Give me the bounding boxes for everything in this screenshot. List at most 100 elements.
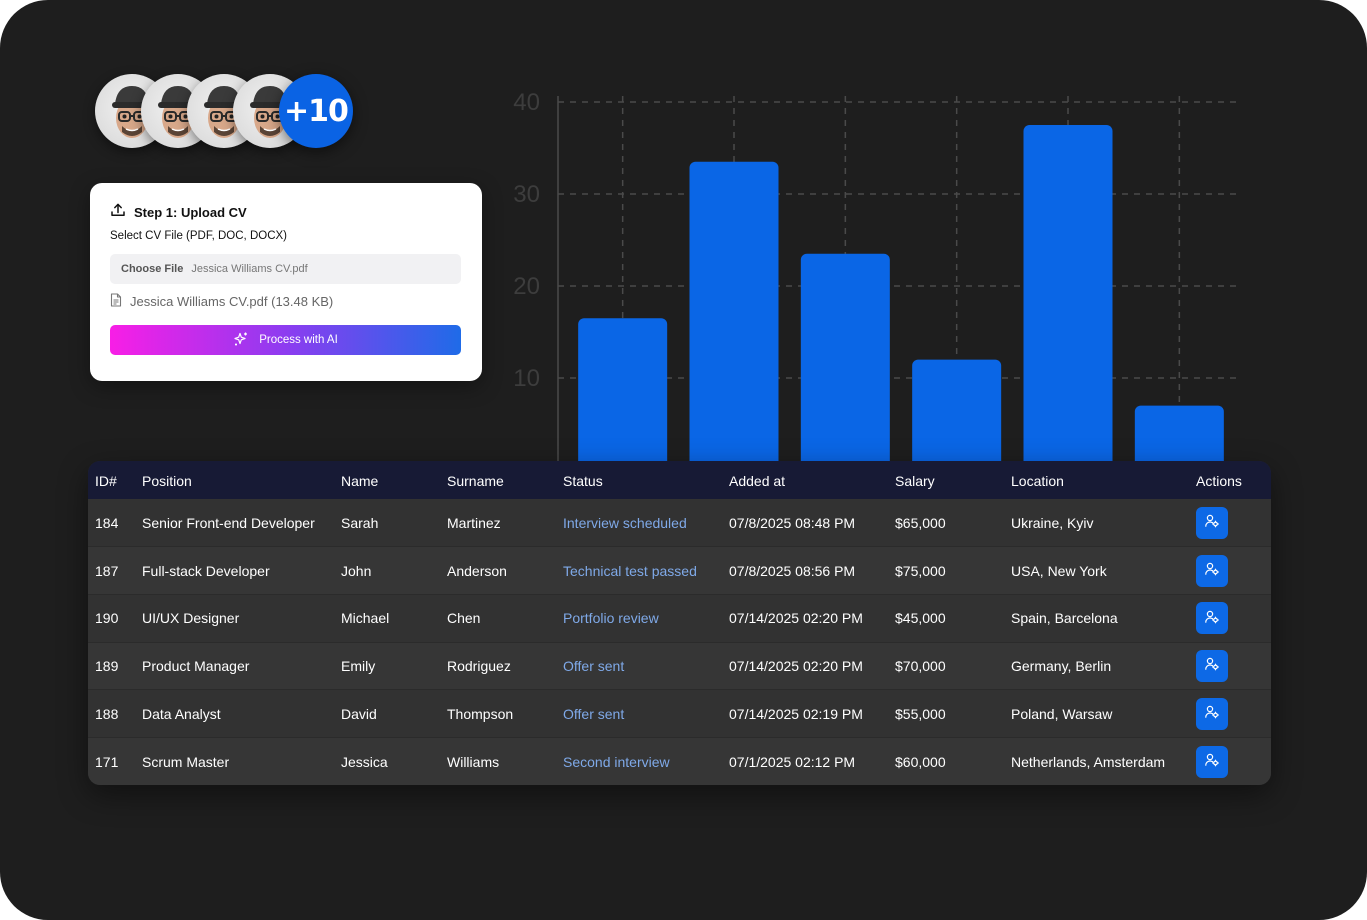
cell-location: Ukraine, Kyiv: [1011, 514, 1094, 531]
cell-position: Scrum Master: [142, 736, 341, 785]
cell-status: Interview scheduled: [563, 514, 687, 531]
bar: [800, 253, 890, 488]
table-row: 190 UI/UX Designer Michael Chen Portfolio re…: [88, 593, 1271, 643]
y-tick-label: 40: [513, 89, 540, 116]
cell-location: Netherlands, Amsterdam: [1011, 736, 1196, 785]
table-header: ID# Position Name Surname Status Added at Sala…: [88, 461, 1271, 499]
cell-status: Technical test passed: [563, 546, 729, 595]
cell-id: 187: [88, 546, 142, 595]
sparkles-icon: [233, 331, 249, 350]
cell-added-at: 07/8/2025 08:56 PM: [729, 546, 895, 595]
user-settings-icon: [1204, 513, 1220, 532]
cell-added-at: 07/14/2025 02:20 PM: [729, 641, 895, 690]
cell-surname: Anderson: [447, 546, 563, 595]
avatar-stack: +10: [95, 74, 355, 148]
choose-file-button[interactable]: Choose File: [121, 263, 184, 275]
cell-surname: Thompson: [447, 689, 563, 738]
table-body: 184 Senior Front-end Developer Sarah Martin…: [88, 499, 1271, 785]
cell-name: John: [341, 546, 447, 595]
cell-added-at: 07/14/2025 02:19 PM: [729, 689, 895, 738]
cell-salary: $65,000: [895, 514, 946, 531]
file-input[interactable]: Choose File Jessica Williams CV.pdf: [110, 254, 461, 284]
user-settings-icon: [1204, 656, 1220, 675]
process-with-ai-button[interactable]: Process with AI: [110, 325, 461, 355]
avatar: [141, 74, 215, 148]
cell-id: 189: [88, 641, 142, 690]
cell-id: 184: [95, 514, 119, 531]
user-action-button[interactable]: [1196, 649, 1228, 682]
cell-salary: $70,000: [895, 641, 1011, 690]
column-header: Added at: [729, 473, 786, 489]
cell-position: Data Analyst: [142, 689, 341, 738]
cell-location: USA, New York: [1011, 546, 1196, 595]
bar: [578, 318, 668, 488]
file-info: Jessica Williams CV.pdf (13.48 KB): [110, 293, 462, 310]
y-tick-label: 20: [513, 273, 540, 300]
cell-name: Jessica: [341, 736, 447, 785]
column-header: Name: [341, 473, 379, 489]
cell-status: Offer sent: [563, 689, 729, 738]
column-header: Surname: [447, 473, 504, 489]
file-type-label: Select CV File (PDF, DOC, DOCX): [110, 230, 287, 242]
card-header: Step 1: Upload CV: [110, 203, 462, 221]
candidates-table: ID# Position Name Surname Status Added at Sala…: [88, 461, 1271, 785]
user-action-button[interactable]: [1196, 506, 1228, 539]
more-avatars-badge[interactable]: +10: [279, 74, 353, 148]
cell-salary: $55,000: [895, 689, 1011, 738]
cell-actions: [1196, 689, 1271, 738]
chosen-file-name: Jessica Williams CV.pdf: [191, 263, 308, 275]
bar: [1023, 125, 1113, 488]
cell-id: 188: [88, 689, 142, 738]
cell-id: 190: [88, 593, 142, 643]
column-header: Location: [1011, 473, 1064, 489]
file-info-text: Jessica Williams CV.pdf (13.48 KB): [130, 294, 334, 309]
process-button-label: Process with AI: [259, 334, 338, 346]
cell-name: David: [341, 689, 447, 738]
cell-added-at: 07/1/2025 02:12 PM: [729, 736, 895, 785]
document-icon: [110, 293, 122, 310]
table-row: 189 Product Manager Emily Rodriguez Offer se…: [88, 641, 1271, 690]
cell-added-at: 07/14/2025 02:20 PM: [729, 593, 895, 643]
y-tick-label: 30: [513, 181, 540, 208]
cell-surname: Chen: [447, 593, 563, 643]
cell-status: Second interview: [563, 736, 729, 785]
cell-salary: $75,000: [895, 546, 1011, 595]
cell-added-at: 07/8/2025 08:48 PM: [729, 514, 856, 531]
table-row: 187 Full-stack Developer John Anderson Techn…: [88, 546, 1271, 595]
cell-actions: [1196, 593, 1271, 643]
cell-position: Full-stack Developer: [142, 546, 341, 595]
upload-cv-card: Step 1: Upload CV Select CV File (PDF, D…: [90, 183, 482, 381]
column-header: Salary: [895, 473, 935, 489]
cell-name: Emily: [341, 641, 447, 690]
cell-surname: Williams: [447, 736, 563, 785]
y-tick-label: 10: [513, 365, 540, 392]
cell-actions: [1196, 546, 1271, 595]
cell-actions: [1196, 499, 1271, 547]
user-action-button[interactable]: [1196, 697, 1228, 730]
column-header: Status: [563, 473, 603, 489]
card-title: Step 1: Upload CV: [134, 204, 247, 220]
cell-name: Michael: [341, 593, 447, 643]
cell-status: Offer sent: [563, 641, 729, 690]
user-settings-icon: [1204, 609, 1220, 628]
bar: [912, 359, 1002, 488]
table-row: 188 Data Analyst David Thompson Offer sent 07…: [88, 689, 1271, 738]
table-row: 171 Scrum Master Jessica Williams Second int…: [88, 736, 1271, 785]
bar: [689, 161, 779, 489]
cell-salary: $45,000: [895, 593, 1011, 643]
cell-actions: [1196, 641, 1271, 690]
cell-position: UI/UX Designer: [142, 593, 341, 643]
upload-icon: [110, 202, 126, 223]
user-settings-icon: [1204, 704, 1220, 723]
user-settings-icon: [1204, 752, 1220, 771]
cell-status: Portfolio review: [563, 593, 729, 643]
user-action-button[interactable]: [1196, 745, 1228, 778]
cell-position: Senior Front-end Developer: [142, 514, 315, 531]
user-action-button[interactable]: [1196, 554, 1228, 587]
column-header: Position: [142, 473, 192, 489]
cell-surname: Rodriguez: [447, 641, 563, 690]
user-action-button[interactable]: [1196, 602, 1228, 635]
cell-id: 171: [88, 736, 142, 785]
cell-location: Germany, Berlin: [1011, 641, 1196, 690]
